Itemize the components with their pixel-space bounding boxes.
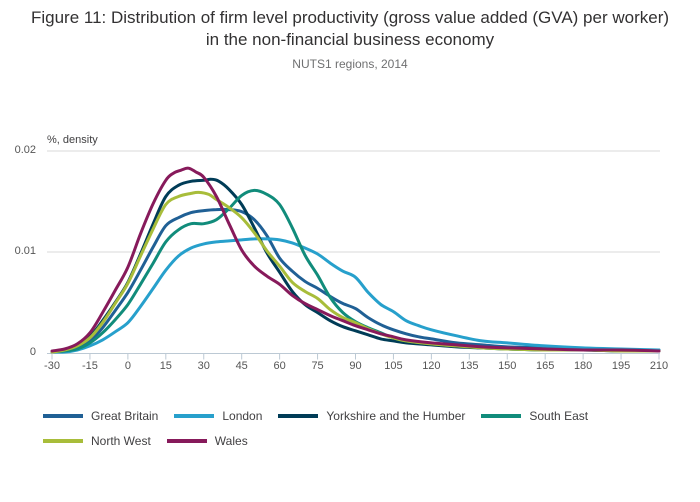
x-tick-label--15: -15 [81,360,98,372]
legend-label-north-west: North West [91,434,151,448]
y-axis-title: %, density [47,134,98,146]
series-line-london[interactable] [50,237,661,354]
legend-item-great-britain[interactable]: Great Britain [43,407,158,425]
x-tick-label-150: 150 [498,360,517,372]
x-tick-label-195: 195 [611,360,631,372]
legend-label-wales: Wales [214,434,248,448]
legend-swatch-yorkshire-and-the-humber [278,414,319,418]
legend-item-london[interactable]: London [174,407,262,425]
x-tick-label-45: 45 [235,360,248,372]
y-tick-label-0.02: 0.02 [14,144,36,156]
legend-label-london: London [222,409,263,423]
legend-item-wales[interactable]: Wales [166,432,248,450]
x-tick-label-120: 120 [422,360,441,372]
legend-swatch-wales [166,439,207,443]
legend-label-south-east: South East [529,409,589,423]
x-tick-label-0: 0 [124,360,131,372]
legend-swatch-great-britain [43,414,83,418]
x-tick-label-135: 135 [460,360,479,372]
y-tick-label-0.01: 0.01 [14,245,36,257]
chart-subtitle: NUTS1 regions, 2014 [292,57,408,71]
legend-item-yorkshire-and-the-humber[interactable]: Yorkshire and the Humber [278,407,465,425]
x-tick-label-90: 90 [349,360,362,372]
x-tick-label-60: 60 [273,360,286,372]
legend-item-north-west[interactable]: North West [43,432,151,450]
legend-label-yorkshire-and-the-humber: Yorkshire and the Humber [326,409,466,423]
legend-swatch-north-west [43,439,83,443]
legend: Great Britain London Yorkshire and the Hum… [43,407,683,450]
legend-label-great-britain: Great Britain [91,409,159,423]
x-tick-label-105: 105 [384,360,403,372]
legend-swatch-south-east [481,414,522,418]
legend-item-south-east[interactable]: South East [481,407,588,425]
chart-title: Figure 11: Distribution of firm level pr… [30,8,670,50]
x-tick-label-15: 15 [159,360,172,372]
x-tick-label-30: 30 [197,360,210,372]
x-tick-label-180: 180 [573,360,593,372]
x-tick-label-165: 165 [536,360,555,372]
series-line-north-west[interactable] [50,190,661,354]
series-line-south-east[interactable] [50,188,661,354]
x-tick-label-210: 210 [649,360,669,372]
series-line-great-britain[interactable] [50,207,661,354]
x-tick-label--30: -30 [44,360,60,372]
y-tick-label-0: 0 [29,346,36,358]
legend-swatch-london [174,414,215,418]
x-tick-label-75: 75 [311,360,324,372]
series-line-wales[interactable] [50,166,661,353]
